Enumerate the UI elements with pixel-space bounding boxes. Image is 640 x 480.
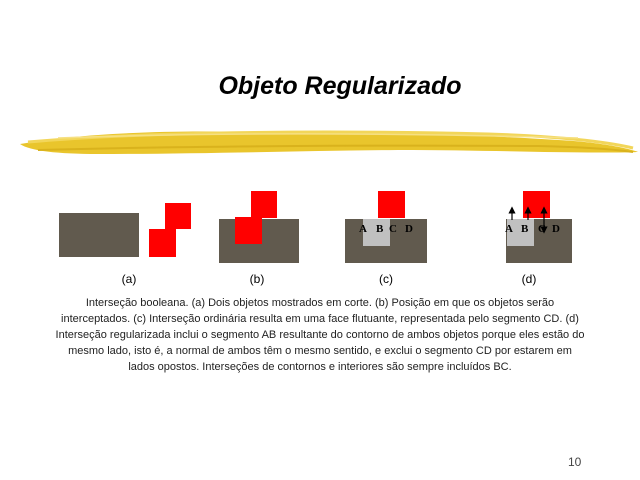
label-c-B: B [376, 223, 384, 235]
label-c-D: D [405, 223, 413, 235]
boolean-figure: A B C D A B C D [59, 191, 572, 263]
panel-b [219, 191, 299, 263]
panel-b-red-top [251, 191, 277, 218]
panel-c-red [378, 191, 405, 218]
label-c-C: C [389, 223, 397, 235]
label-d-C: C [538, 223, 546, 235]
panel-b-red-bottom [235, 217, 262, 244]
figure-label-a: (a) [121, 272, 137, 286]
page-number: 10 [568, 455, 582, 469]
panel-c-gray [363, 219, 390, 246]
panel-c: A B C D [345, 191, 427, 263]
panel-a-red-top [165, 203, 191, 229]
panel-a-block [59, 213, 139, 257]
panel-a [59, 203, 191, 257]
figure-label-d: (d) [521, 272, 537, 286]
highlighter-stroke [20, 130, 638, 154]
panel-d-red [523, 191, 550, 218]
slide-title: Objeto Regularizado [218, 72, 462, 100]
panel-d-gray [507, 219, 534, 246]
label-d-A: A [505, 223, 513, 235]
figure-label-c: (c) [379, 272, 393, 286]
label-d-D: D [552, 223, 560, 235]
panel-d: A B C D [505, 191, 572, 263]
label-c-A: A [359, 223, 367, 235]
panel-a-red-bottom [149, 229, 176, 257]
label-d-B: B [521, 223, 529, 235]
figure-label-b: (b) [249, 272, 265, 286]
figure-caption: Interseção booleana. (a) Dois objetos mo… [55, 297, 585, 373]
